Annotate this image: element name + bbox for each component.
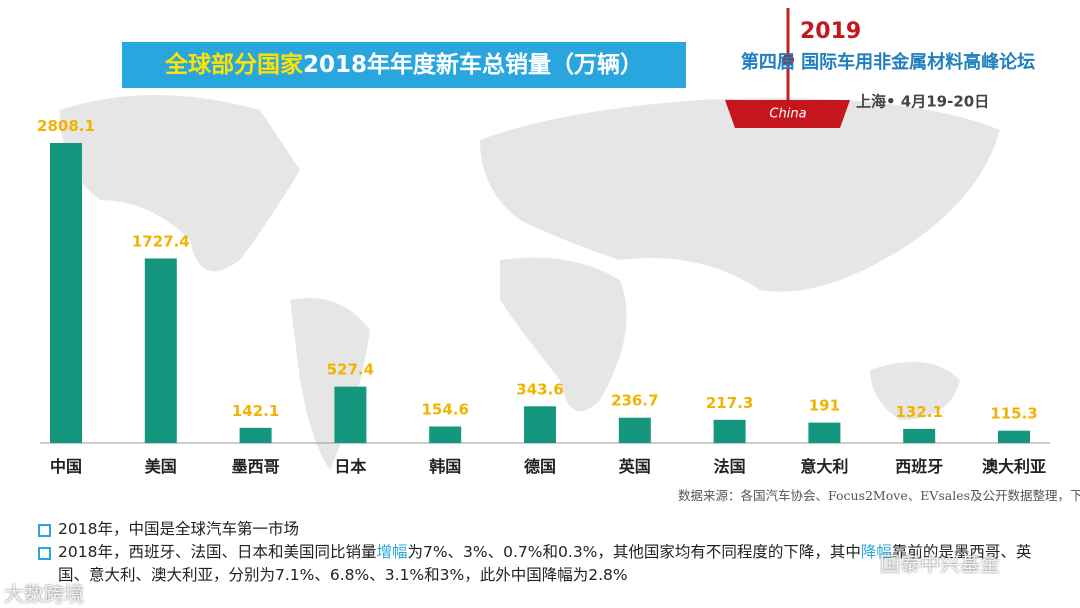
x-tick-label: 澳大利亚 — [982, 457, 1046, 476]
bar — [334, 386, 367, 443]
x-tick-label: 日本 — [334, 457, 366, 476]
source-note: 数据来源：各国汽车协会、Focus2Move、EVsales及公开数据整理，下同 — [678, 488, 1080, 503]
bar — [429, 426, 462, 443]
value-label: 132.1 — [895, 403, 942, 421]
note: 2018年，西班牙、法国、日本和美国同比销量增幅为7%、3%、0.7%和0.3%… — [38, 541, 1048, 587]
x-tick-label: 西班牙 — [895, 457, 943, 476]
value-label: 191 — [809, 397, 840, 415]
bar — [903, 428, 936, 443]
x-tick-label: 韩国 — [429, 457, 461, 476]
value-label: 1727.4 — [132, 232, 190, 250]
logo: China 2019 第四届 国际车用非金属材料高峰论坛 上海• 4月19-20… — [725, 8, 1035, 128]
watermark: 大数跨境 — [4, 582, 84, 606]
bar — [144, 258, 177, 443]
tower-ball — [782, 54, 794, 66]
note: 2018年，中国是全球汽车第一市场 — [38, 518, 1048, 541]
note-text: 为7%、3%、0.7%和0.3%，其他国家均有不同程度的下降，其中 — [407, 543, 861, 561]
note-text: 增幅 — [376, 543, 408, 561]
bar — [239, 427, 272, 443]
bar — [618, 417, 651, 443]
x-tick-label: 中国 — [50, 457, 82, 476]
note-text: 靠前的是墨西哥、英国、意大利、澳大利亚，分别为7.1%、6.8%、3.1%和3%… — [58, 543, 1032, 584]
logo-name: 第四届 国际车用非金属材料高峰论坛 — [741, 51, 1035, 73]
value-label: 343.6 — [516, 380, 563, 398]
logo-year: 2019 — [800, 19, 861, 44]
value-label: 154.6 — [421, 400, 468, 418]
watermark: 国泰中兴基金 — [880, 552, 1000, 576]
x-tick-label: 墨西哥 — [232, 457, 280, 476]
x-tick-label: 意大利 — [800, 457, 848, 476]
x-tick-label: 法国 — [714, 457, 746, 476]
title-rest: 2018年年度新车总销量（万辆） — [302, 52, 643, 78]
value-label: 217.3 — [706, 394, 753, 412]
notes: 2018年，中国是全球汽车第一市场 2018年，西班牙、法国、日本和美国同比销量增… — [38, 518, 1048, 587]
value-label: 236.7 — [611, 392, 658, 410]
note-text: 2018年，西班牙、法国、日本和美国同比销量 — [58, 543, 377, 561]
title: 全球部分国家2018年年度新车总销量（万辆） — [122, 42, 686, 88]
value-label: 115.3 — [990, 405, 1037, 423]
value-label: 527.4 — [327, 361, 374, 379]
bar — [50, 143, 82, 443]
title-highlight: 全球部分国家 — [164, 52, 303, 78]
bar — [808, 422, 841, 443]
banner-shape — [725, 100, 850, 128]
logo-place: 上海• 4月19-20日 — [856, 93, 989, 111]
x-tick-label: 德国 — [524, 457, 556, 476]
value-label: 142.1 — [232, 402, 279, 420]
value-label: 2808.1 — [37, 117, 95, 135]
x-tick-label: 英国 — [618, 457, 651, 476]
world-map — [60, 95, 1000, 470]
bar — [998, 430, 1030, 443]
x-tick-label: 美国 — [145, 457, 177, 476]
banner-text: China — [769, 107, 806, 122]
bar — [713, 419, 746, 443]
bar — [524, 406, 556, 443]
note-text: 2018年，中国是全球汽车第一市场 — [58, 520, 299, 538]
note-text: 降幅 — [860, 543, 892, 561]
